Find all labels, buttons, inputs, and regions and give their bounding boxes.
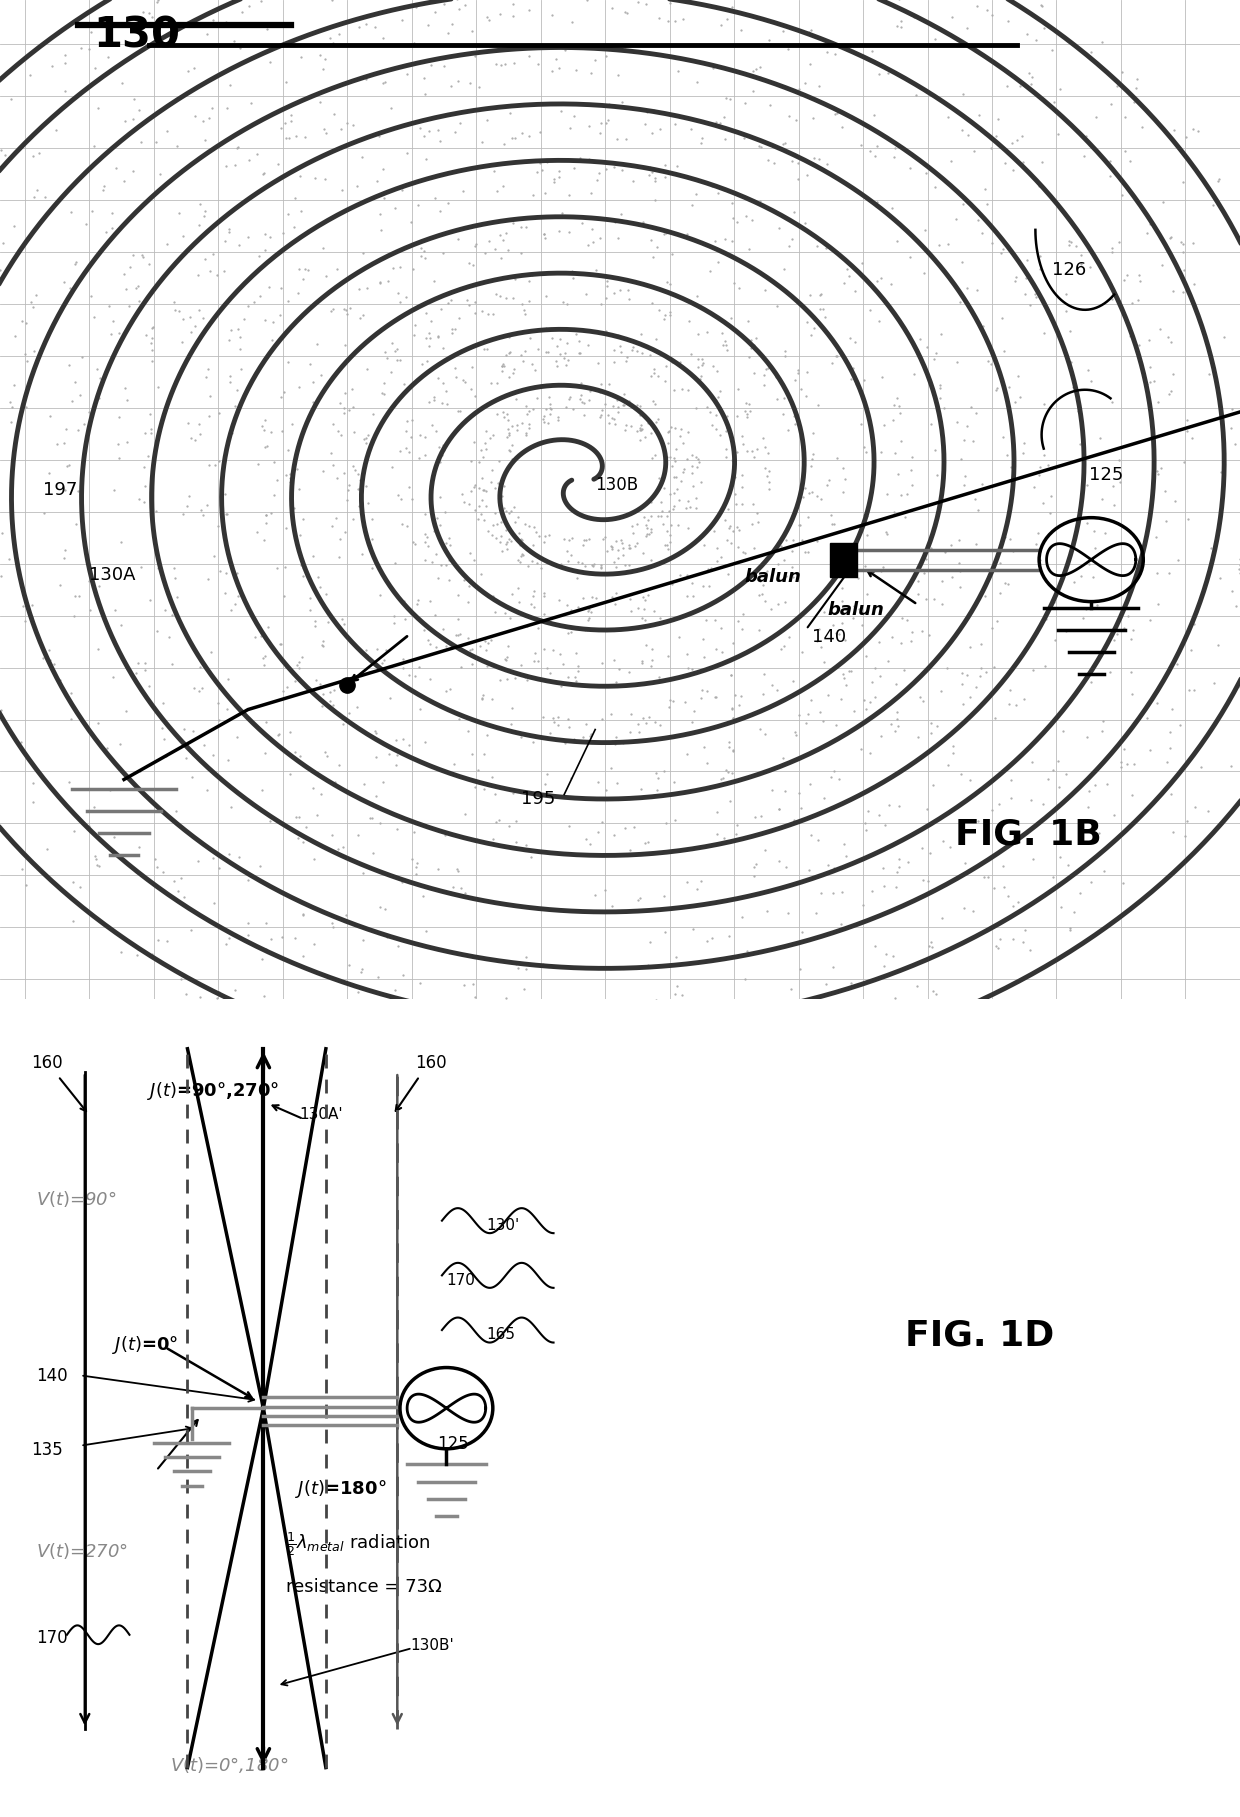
Text: 130B': 130B' xyxy=(410,1639,454,1653)
Text: 135: 135 xyxy=(31,1441,63,1459)
Text: 125: 125 xyxy=(438,1435,469,1454)
Text: 170: 170 xyxy=(36,1628,67,1646)
Text: 140: 140 xyxy=(812,627,847,645)
Text: FIG. 1B: FIG. 1B xyxy=(955,818,1101,852)
Text: 170: 170 xyxy=(446,1272,475,1288)
Text: 140: 140 xyxy=(36,1366,67,1385)
Text: 130A': 130A' xyxy=(299,1107,342,1123)
Text: 160: 160 xyxy=(31,1054,63,1072)
Text: $\frac{1}{2}\lambda_{metal}$ radiation: $\frac{1}{2}\lambda_{metal}$ radiation xyxy=(285,1530,430,1557)
Text: balun: balun xyxy=(744,567,801,585)
Text: 130A: 130A xyxy=(89,565,135,583)
Text: 130': 130' xyxy=(486,1217,520,1234)
Text: $V(t)$=90°: $V(t)$=90° xyxy=(36,1188,117,1208)
Text: FIG. 1D: FIG. 1D xyxy=(905,1319,1054,1352)
Text: $V(t)$=270°: $V(t)$=270° xyxy=(36,1541,128,1561)
Text: 125: 125 xyxy=(1089,465,1123,483)
Text: 130B: 130B xyxy=(595,476,639,494)
Bar xyxy=(830,543,857,576)
Text: balun: balun xyxy=(827,601,884,618)
Text: 197: 197 xyxy=(43,482,78,498)
Text: $J(t)$=0°: $J(t)$=0° xyxy=(112,1334,179,1355)
Text: 126: 126 xyxy=(1052,262,1086,278)
Text: resistance = 73Ω: resistance = 73Ω xyxy=(285,1577,441,1595)
Text: $J(t)$=90°,270°: $J(t)$=90°,270° xyxy=(148,1079,280,1101)
Text: 160: 160 xyxy=(415,1054,446,1072)
Text: 165: 165 xyxy=(486,1328,516,1343)
Text: 195: 195 xyxy=(521,790,556,809)
Text: $V(t)$=0°,180°: $V(t)$=0°,180° xyxy=(170,1755,288,1775)
Text: $J(t)$=180°: $J(t)$=180° xyxy=(295,1477,386,1501)
Text: 130: 130 xyxy=(93,15,180,56)
